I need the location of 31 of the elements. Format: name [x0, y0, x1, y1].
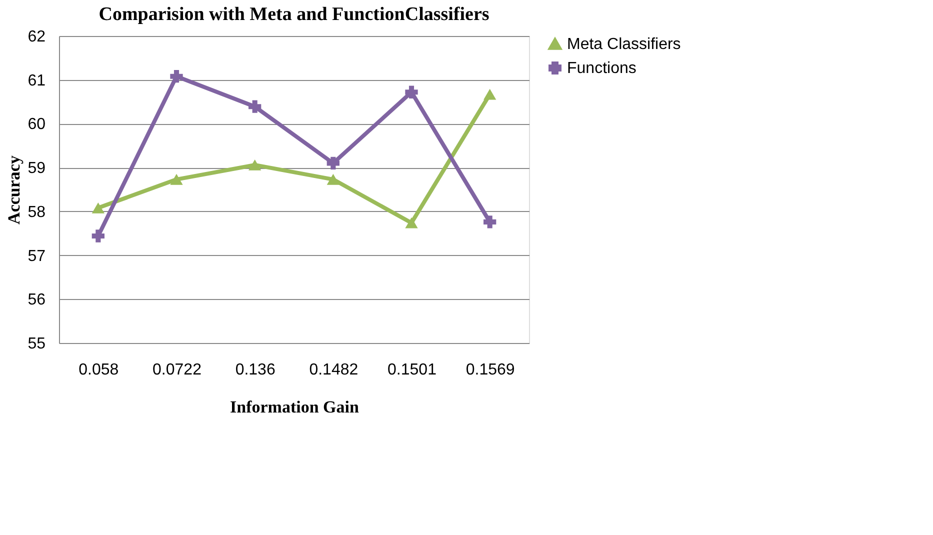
point: [484, 88, 496, 100]
y-tick-label: 61: [28, 72, 46, 90]
point: [170, 70, 183, 83]
point: [92, 230, 104, 242]
point: [170, 174, 183, 185]
point: [405, 217, 418, 228]
y-tick-label: 55: [28, 336, 46, 352]
point: [248, 100, 262, 113]
x-tick-label: 0.1569: [466, 362, 515, 378]
x-tick-label: 0.136: [235, 362, 276, 378]
y-tick-label: 57: [28, 248, 46, 265]
legend-label: Meta Classifiers: [567, 36, 681, 53]
point: [326, 174, 340, 185]
y-tick-label: 59: [28, 160, 46, 178]
chart-title: Comparision with Meta and FunctionClassifiers: [98, 4, 490, 25]
x-tick-label: 0.0722: [152, 362, 202, 378]
point: [92, 202, 104, 214]
y-tick-label: 60: [28, 116, 46, 134]
point: [405, 86, 418, 98]
x-tick-label: 0.058: [78, 362, 119, 378]
x-axis-title: Information Gain: [230, 398, 360, 416]
point: [326, 156, 340, 170]
x-tick-label: 0.1482: [309, 362, 358, 378]
y-tick-label: 62: [28, 28, 46, 46]
point: [484, 216, 496, 228]
x-tick-label: 0.1501: [388, 362, 437, 378]
y-axis-title: Accuracy: [4, 155, 24, 224]
point: [248, 159, 262, 170]
y-tick-label: 56: [28, 292, 46, 309]
y-tick-label: 58: [28, 204, 46, 221]
legend-label: Functions: [567, 60, 636, 77]
